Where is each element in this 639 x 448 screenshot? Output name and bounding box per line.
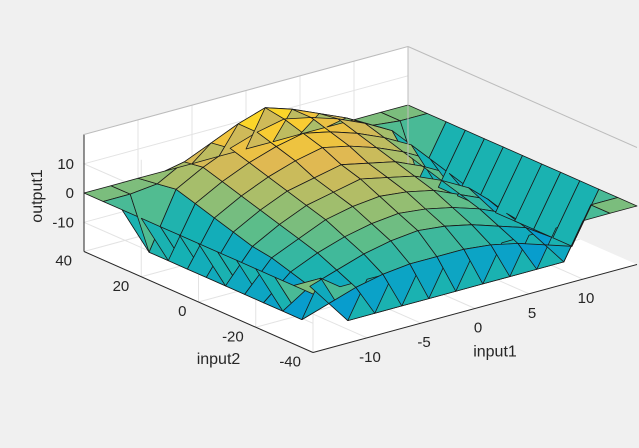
surface-patch [590,197,638,214]
z-axis-label: output1 [29,169,46,222]
axis-lines [83,46,638,353]
x-axis-label: input1 [473,344,517,361]
z-tick-label: -10 [52,214,74,231]
x-tick-label: 0 [474,320,482,337]
y-axis-label: input2 [197,351,241,368]
x-tick-label: 5 [528,305,536,322]
x-tick-label: -10 [359,349,381,366]
y-tick-label: -40 [279,354,301,371]
y-tick-label: 0 [178,303,186,320]
y-tick-label: 40 [55,253,72,270]
z-tick-label: 0 [66,185,74,202]
x-axis-line [312,264,638,353]
box-right-edge [407,46,638,148]
z-tick-label: 10 [57,156,74,173]
x-tick-label: 10 [578,290,595,307]
y-tick-label: -20 [222,328,244,345]
surface-mesh [83,104,638,322]
tick-labels: -10 -5 0 5 10 -40 -20 0 20 40 -10 0 10 [52,156,594,371]
y-tick-label: 20 [113,278,130,295]
x-tick-label: -5 [417,334,430,351]
y-axis-line [83,251,314,353]
box-top-edge [83,46,409,135]
